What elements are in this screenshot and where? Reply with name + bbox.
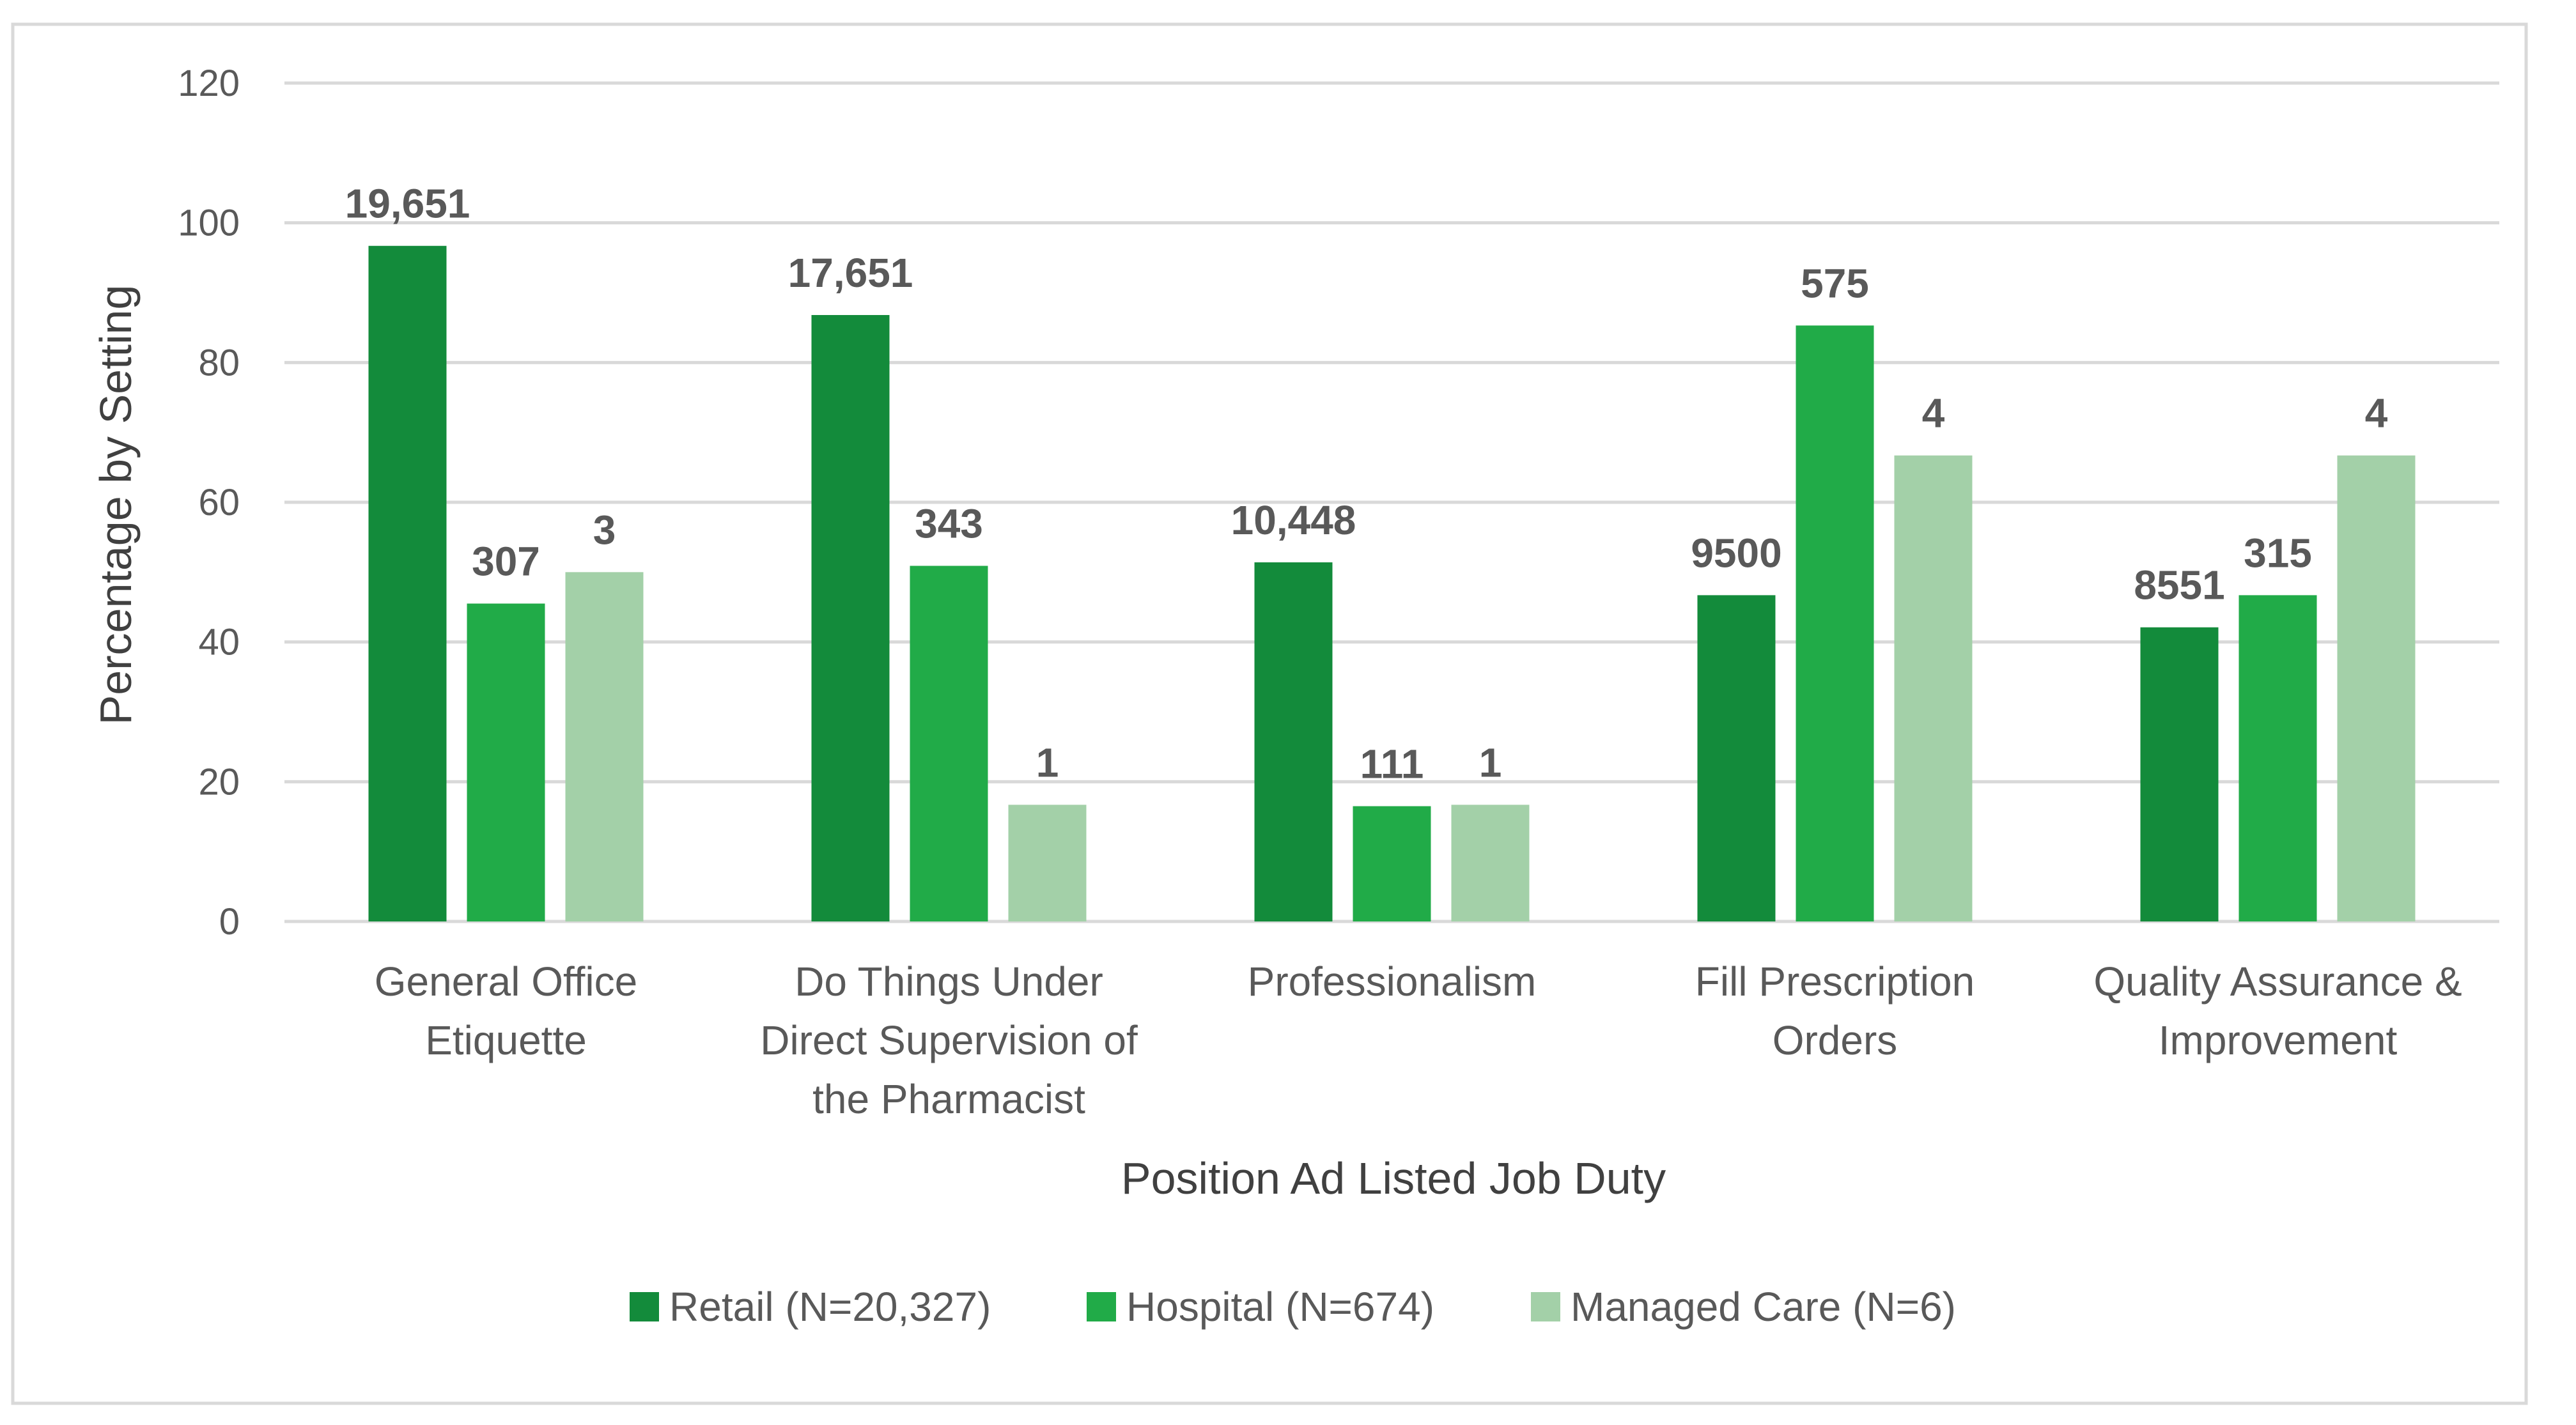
bar [1451,805,1530,921]
data-label: 575 [1801,260,1869,306]
data-label: 17,651 [788,250,913,296]
bar [1254,562,1333,921]
bar [811,314,890,921]
data-label: 4 [2365,390,2388,436]
y-tick-label: 0 [219,901,240,943]
data-label: 1 [1479,739,1502,785]
x-tick-label: Etiquette [425,1017,587,1063]
x-tick-label: the Pharmacist [812,1076,1085,1122]
x-tick-label: Fill Prescription [1695,959,1975,1005]
data-label: 9500 [1691,530,1781,576]
x-tick-label: Improvement [2159,1017,2398,1063]
x-tick-label: Professionalism [1248,959,1537,1005]
legend-swatch [1087,1292,1116,1321]
data-label: 3 [593,507,616,553]
x-tick-label: Orders [1773,1017,1898,1063]
legend-swatch [1531,1292,1560,1321]
y-tick-label: 60 [198,482,240,523]
y-axis-ticks: 0 20 40 60 80 100 120 [178,63,240,943]
bar [565,572,644,921]
bar [2140,627,2219,921]
gridlines [284,81,2499,923]
data-label: 315 [2244,530,2312,576]
x-tick-label: Direct Supervision of [760,1017,1138,1063]
x-tick-label: General Office [375,959,637,1005]
bar [2337,455,2416,921]
bar [1894,455,1973,921]
legend: Retail (N=20,327) Hospital (N=674) Managed… [630,1284,1956,1330]
bar [1008,805,1087,921]
bar [467,603,545,921]
y-axis-title: Percentage by Setting [91,285,141,725]
data-label: 343 [915,500,983,546]
legend-entry: Retail (N=20,327) [669,1284,991,1330]
bar [2238,595,2317,921]
data-label: 4 [1922,390,1945,436]
y-tick-label: 20 [198,761,240,803]
legend-entry: Managed Care (N=6) [1571,1284,1956,1330]
bar [368,245,447,921]
y-tick-label: 80 [198,342,240,383]
data-label: 8551 [2134,562,2224,608]
x-tick-label: Quality Assurance & [2093,959,2462,1005]
bars [368,245,2416,921]
legend-entry: Hospital (N=674) [1126,1284,1434,1330]
legend-swatch [630,1292,659,1321]
data-label: 307 [472,539,540,585]
x-tick-label: Do Things Under [795,959,1103,1005]
data-label: 111 [1360,741,1424,787]
bar [1697,595,1776,921]
y-tick-label: 40 [198,622,240,663]
data-label: 1 [1036,739,1059,785]
x-axis-categories: General Office Etiquette Do Things Under Di… [375,959,2462,1122]
bar [1353,806,1431,921]
x-axis-title: Position Ad Listed Job Duty [1121,1153,1666,1203]
data-label: 10,448 [1231,497,1356,543]
y-tick-label: 120 [178,63,240,104]
y-tick-label: 100 [178,203,240,244]
data-label: 19,651 [345,181,470,227]
bar [910,566,988,921]
bar [1796,325,1874,921]
